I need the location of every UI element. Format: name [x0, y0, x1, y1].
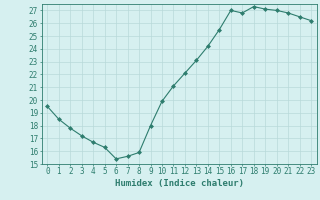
X-axis label: Humidex (Indice chaleur): Humidex (Indice chaleur): [115, 179, 244, 188]
